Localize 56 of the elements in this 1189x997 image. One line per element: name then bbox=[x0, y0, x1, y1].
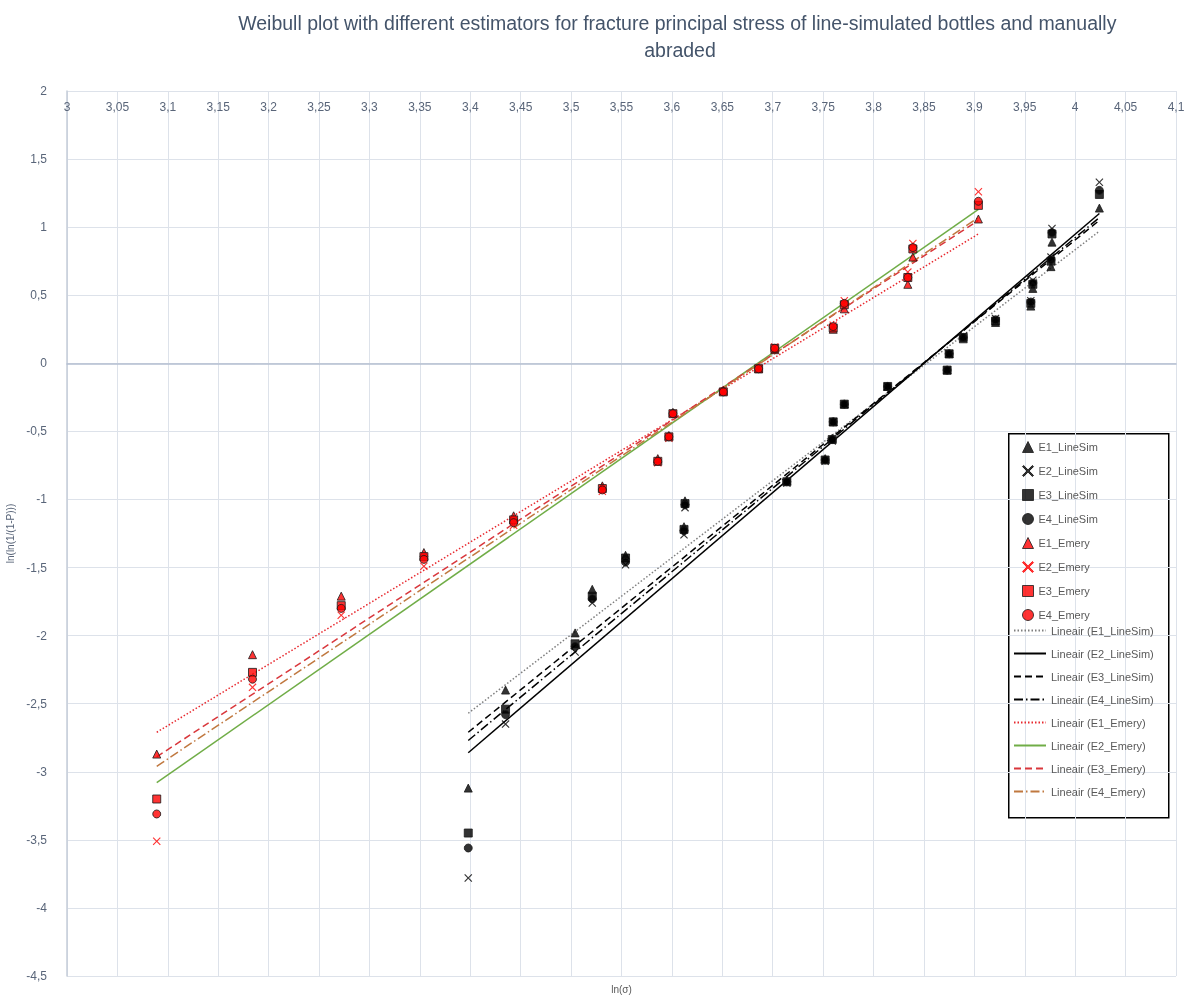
x-tick-label: 3 bbox=[63, 100, 71, 114]
y-tick-label: -4,5 bbox=[26, 969, 48, 983]
x-tick-label: 3,45 bbox=[509, 100, 533, 114]
x-tick-label: 3,1 bbox=[159, 100, 177, 114]
x-tick-label: 3,85 bbox=[912, 100, 936, 114]
x-tick-label: 3,8 bbox=[865, 100, 883, 114]
x-tick-label: 3,05 bbox=[105, 100, 130, 114]
x-tick-label: 3,25 bbox=[307, 100, 332, 114]
y-tick-label: 0 bbox=[40, 356, 48, 371]
legend-label: E3_Emery bbox=[1038, 585, 1091, 597]
x-tick-label: 3,55 bbox=[609, 100, 634, 114]
x-tick-label: 3,75 bbox=[811, 100, 836, 114]
legend-label: Lineair (E4_LineSim) bbox=[1051, 693, 1154, 706]
x-tick-label: 4 bbox=[1071, 100, 1079, 114]
legend-label: Lineair (E4_Emery) bbox=[1051, 785, 1146, 798]
y-tick-label: 2 bbox=[40, 84, 48, 98]
legend-label: Lineair (E3_Emery) bbox=[1051, 762, 1146, 775]
y-tick-label: -0,5 bbox=[26, 424, 48, 439]
x-tick-label: 3,35 bbox=[408, 100, 432, 114]
x-tick-label: 3,7 bbox=[764, 100, 782, 114]
y-tick-label: -4 bbox=[36, 900, 48, 915]
legend-label: Lineair (E3_LineSim) bbox=[1051, 670, 1154, 683]
y-tick-label: -3 bbox=[36, 764, 48, 779]
x-tick-label: 4,1 bbox=[1167, 100, 1185, 114]
legend-label: E1_LineSim bbox=[1038, 441, 1098, 453]
y-tick-label: 1,5 bbox=[30, 152, 48, 167]
legend-label: E1_Emery bbox=[1038, 537, 1091, 549]
legend-label: Lineair (E2_Emery) bbox=[1051, 739, 1146, 752]
chart-title: Weibull plot with different estimators for fracture principal stress of line-simulated bottles and manually abraded bbox=[238, 11, 1122, 61]
legend-label: E4_Emery bbox=[1038, 609, 1091, 621]
y-axis-title: ln(ln(1/(1-P))) bbox=[4, 503, 16, 564]
legend-label: Lineair (E1_LineSim) bbox=[1051, 624, 1154, 637]
x-tick-label: 3,9 bbox=[966, 100, 984, 114]
x-tick-label: 3,95 bbox=[1013, 100, 1037, 114]
x-tick-label: 3,4 bbox=[461, 100, 479, 114]
x-tick-label: 3,15 bbox=[206, 100, 231, 114]
y-tick-label: -1 bbox=[36, 492, 48, 507]
x-tick-label: 3,65 bbox=[710, 100, 735, 114]
y-tick-label: 0,5 bbox=[30, 288, 48, 303]
x-axis-title: ln(σ) bbox=[611, 983, 632, 995]
x-tick-label: 3,2 bbox=[260, 100, 278, 114]
x-tick-label: 3,5 bbox=[562, 100, 580, 114]
x-tick-label: 3,6 bbox=[663, 100, 681, 114]
y-tick-label: -2,5 bbox=[26, 696, 48, 711]
legend-label: E3_LineSim bbox=[1038, 489, 1098, 501]
legend-label: E2_Emery bbox=[1038, 561, 1091, 573]
x-tick-label: 3,3 bbox=[361, 100, 379, 114]
x-tick-label: 4,05 bbox=[1113, 100, 1138, 114]
y-tick-label: 1 bbox=[40, 220, 48, 235]
y-tick-label: -2 bbox=[36, 628, 48, 643]
legend-label: E4_LineSim bbox=[1038, 513, 1098, 525]
y-tick-label: -3,5 bbox=[26, 832, 48, 847]
legend-label: Lineair (E1_Emery) bbox=[1051, 716, 1146, 729]
y-tick-label: -1,5 bbox=[26, 560, 48, 575]
legend-label: E2_LineSim bbox=[1038, 465, 1098, 477]
legend-label: Lineair (E2_LineSim) bbox=[1051, 647, 1154, 660]
